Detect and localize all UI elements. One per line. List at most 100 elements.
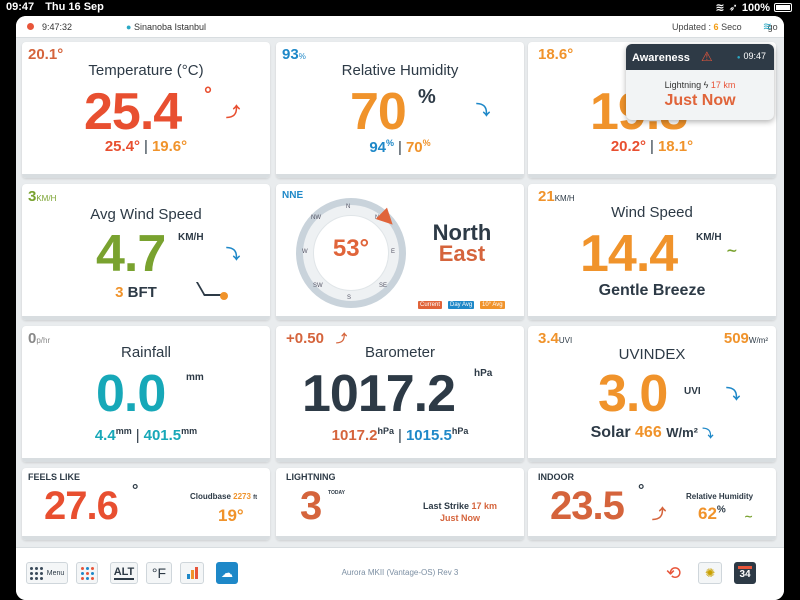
indoor-humidity-label: Relative Humidity	[686, 492, 754, 501]
barometer-sub-2-unit: hPa	[451, 426, 469, 436]
location-label: Sinanoba Istanbul	[133, 22, 207, 32]
humidity-hilo: 94% | 70%	[369, 138, 431, 156]
direction-line1: North	[432, 220, 492, 245]
legend-10-avg: 10° Avg	[480, 301, 505, 309]
wind-speed-unit: KM/H	[696, 232, 722, 243]
trend-up-icon: ⤴	[652, 506, 666, 522]
wind-description: Gentle Breeze	[598, 282, 706, 299]
apps-grid-icon	[80, 566, 94, 580]
updated-tail: go	[767, 22, 778, 32]
rainfall-corner: 0p/hr	[28, 330, 50, 347]
chart-button[interactable]	[180, 562, 204, 584]
location-arrow-icon: ➶	[728, 2, 738, 14]
ios-status-bar: 09:47 Thu 16 Sep ≋ ➶ 100%	[0, 0, 800, 16]
uv-corner-left: 3.4UVI	[538, 330, 572, 347]
feels-like-label: FEELS LIKE	[28, 472, 81, 482]
legend-day-avg: Day Avg	[448, 301, 475, 309]
trend-down-icon: ⤵	[702, 428, 714, 440]
refresh-icon[interactable]: ⟲	[666, 563, 682, 583]
avg-wind-corner: 3KM/H	[28, 188, 56, 205]
uv-value: 3.0	[598, 365, 668, 423]
awareness-popup[interactable]: Awareness ⚠ 09:47 Lightning ϟ 17 km Just…	[626, 44, 774, 120]
humidity-card[interactable]: 93% Relative Humidity 70 % ⤵ 94% | 70%	[276, 42, 524, 178]
trend-down-icon: ⤵	[726, 386, 740, 402]
fahrenheit-label: °F	[151, 565, 167, 581]
updated-value: 6	[713, 22, 719, 32]
light-button[interactable]: ✺	[698, 562, 722, 584]
compass-card[interactable]: NNE N NE E SE S SW W NW 53° North East C…	[276, 184, 524, 320]
humidity-low-unit: %	[422, 138, 431, 148]
barometer-sub-1-unit: hPa	[377, 426, 395, 436]
battery-percent: 100%	[741, 1, 770, 14]
indoor-card[interactable]: INDOOR 23.5 ° ⤴ Relative Humidity 62% ∼	[528, 468, 776, 540]
feels-like-card[interactable]: FEELS LIKE 27.6 ° Cloudbase 2273 ft 19°	[22, 468, 270, 540]
compass-label-s: S	[347, 295, 352, 301]
avg-wind-unit: KM/H	[178, 232, 204, 243]
cloud-temp: 19°	[218, 506, 244, 525]
updated-status: Updated : 6 Seco go	[672, 22, 778, 32]
rainfall-total-1: 4.4	[94, 427, 116, 444]
rainfall-corner-unit: p/hr	[36, 336, 51, 345]
barometer-title: Barometer	[364, 344, 436, 361]
solar-value: 466	[635, 424, 662, 441]
pin-icon: ●	[126, 22, 132, 32]
menu-grid-icon	[29, 566, 43, 580]
temp-high: 25.4°	[104, 138, 141, 155]
cloudbase-label: Cloudbase	[190, 492, 231, 501]
calendar-button[interactable]: 34	[734, 562, 756, 584]
apps-button[interactable]	[76, 562, 98, 584]
wind-speed-corner-value: 21	[538, 188, 555, 205]
lightning-label: LIGHTNING	[286, 472, 336, 482]
altitude-button[interactable]: ALT	[110, 562, 138, 584]
rainfall-unit: mm	[186, 372, 204, 383]
trend-up-icon: ⤴	[336, 333, 347, 345]
indoor-temp: 23.5	[550, 484, 625, 528]
dewpoint-corner: 18.6°	[538, 46, 574, 63]
cloud-button[interactable]: ☁	[216, 562, 238, 584]
avg-wind-card[interactable]: 3KM/H Avg Wind Speed 4.7 KM/H ⤵ 3 BFT	[22, 184, 270, 320]
lightning-card[interactable]: LIGHTNING 3 TODAY Last Strike 17 km Just…	[276, 468, 524, 540]
temperature-card[interactable]: 20.1° Temperature (°C) 25.4 ° ⤴ 25.4° | 19…	[22, 42, 270, 178]
bft: 3 BFT	[22, 284, 270, 301]
humidity-low: 70	[405, 139, 423, 156]
uv-corner-right-value: 509	[723, 330, 749, 347]
wind-degrees: 53°	[332, 235, 370, 262]
compass-label-ne: NE	[375, 215, 384, 221]
legend-current: Current	[418, 301, 443, 309]
updated-label: Updated :	[672, 22, 712, 32]
avg-wind-corner-value: 3	[28, 188, 37, 205]
temp-low: 19.6°	[151, 138, 188, 155]
indoor-humidity-unit: %	[716, 504, 726, 516]
wind-speed-value: 14.4	[580, 225, 678, 283]
solar-label: Solar	[590, 424, 631, 441]
temp-hilo: 25.4° | 19.6°	[104, 138, 188, 155]
rainfall-totals: 4.4mm | 401.5mm	[94, 426, 198, 444]
rainfall-card[interactable]: 0p/hr Rainfall 0.0 mm 4.4mm | 401.5mm	[22, 326, 270, 462]
dewpoint-hilo: 20.2° | 18.1°	[610, 138, 694, 155]
menu-button[interactable]: Menu	[26, 562, 68, 584]
solar: Solar 466 W/m² ⤵	[528, 424, 776, 442]
feels-like-deg: °	[132, 482, 139, 499]
fahrenheit-button[interactable]: °F	[146, 562, 172, 584]
trend-flat-icon: ∼	[726, 242, 738, 258]
barometer-card[interactable]: +0.50 ⤴ Barometer 1017.2 hPa 1017.2hPa | 1…	[276, 326, 524, 462]
humidity-corner: 93%	[282, 46, 306, 63]
rainfall-total-2-unit: mm	[181, 426, 198, 436]
location[interactable]: ● Sinanoba Istanbul	[126, 22, 206, 32]
cloudbase: Cloudbase 2273 ft	[190, 492, 257, 501]
avg-wind-corner-unit: KM/H	[36, 194, 57, 203]
compass-center	[313, 215, 389, 291]
uv-card[interactable]: 3.4UVI 509W/m² UVINDEX 3.0 UVI ⤵ Solar 4…	[528, 326, 776, 462]
bar-chart-icon	[186, 567, 198, 579]
indoor-humidity-value: 62	[698, 504, 717, 523]
barometer-corner: +0.50	[286, 330, 324, 347]
popup-status: Just Now	[664, 92, 736, 109]
wind-direction-abbr: NNE	[282, 190, 304, 201]
wind-speed-card[interactable]: 21KM/H Wind Speed 14.4 KM/H ∼ Gentle Bre…	[528, 184, 776, 320]
compass-label-e: E	[391, 249, 396, 255]
wind-speed-corner: 21KM/H	[538, 188, 575, 205]
updated-suffix: Seco	[721, 22, 742, 32]
rainfall-title: Rainfall	[120, 344, 172, 361]
compass-label-w: W	[302, 249, 308, 255]
weather-app: 9:47:32 ● Sinanoba Istanbul Updated : 6 …	[16, 16, 784, 600]
